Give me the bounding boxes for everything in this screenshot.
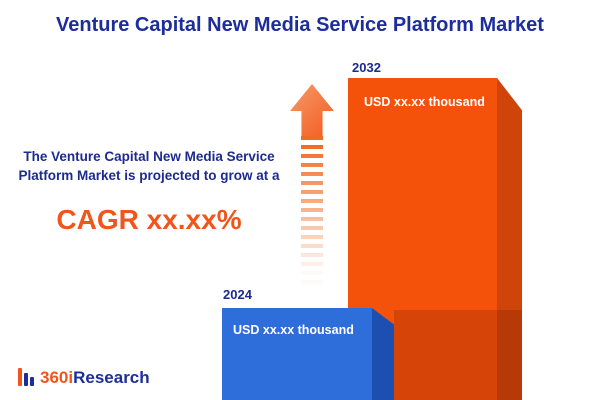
bar-2024-side-face [372,308,394,400]
description-text: The Venture Capital New Media Service Pl… [18,149,280,183]
growth-arrow-icon [290,84,334,286]
bar-2032-side-face [497,78,522,400]
logo-text: 360iResearch [40,369,150,386]
bar-2032-value: USD xx.xx thousand [364,95,485,109]
bar-2032-shadow [394,310,522,400]
brand-logo: 360iResearch [18,368,150,386]
logo-text-suffix: Research [73,368,150,387]
cagr-value: CAGR xx.xx% [56,204,242,235]
arrow-dashes-icon [301,136,323,286]
bar-2024-value: USD xx.xx thousand [233,323,354,337]
bar-label-2032: 2032 [352,60,381,75]
arrow-head-icon [290,84,334,136]
bar-2024: USD xx.xx thousand [222,308,372,400]
logo-bars-icon [18,368,34,386]
chart-title: Venture Capital New Media Service Platfo… [56,14,544,36]
bar-label-2024: 2024 [223,287,252,302]
logo-text-prefix: 360i [40,368,74,387]
